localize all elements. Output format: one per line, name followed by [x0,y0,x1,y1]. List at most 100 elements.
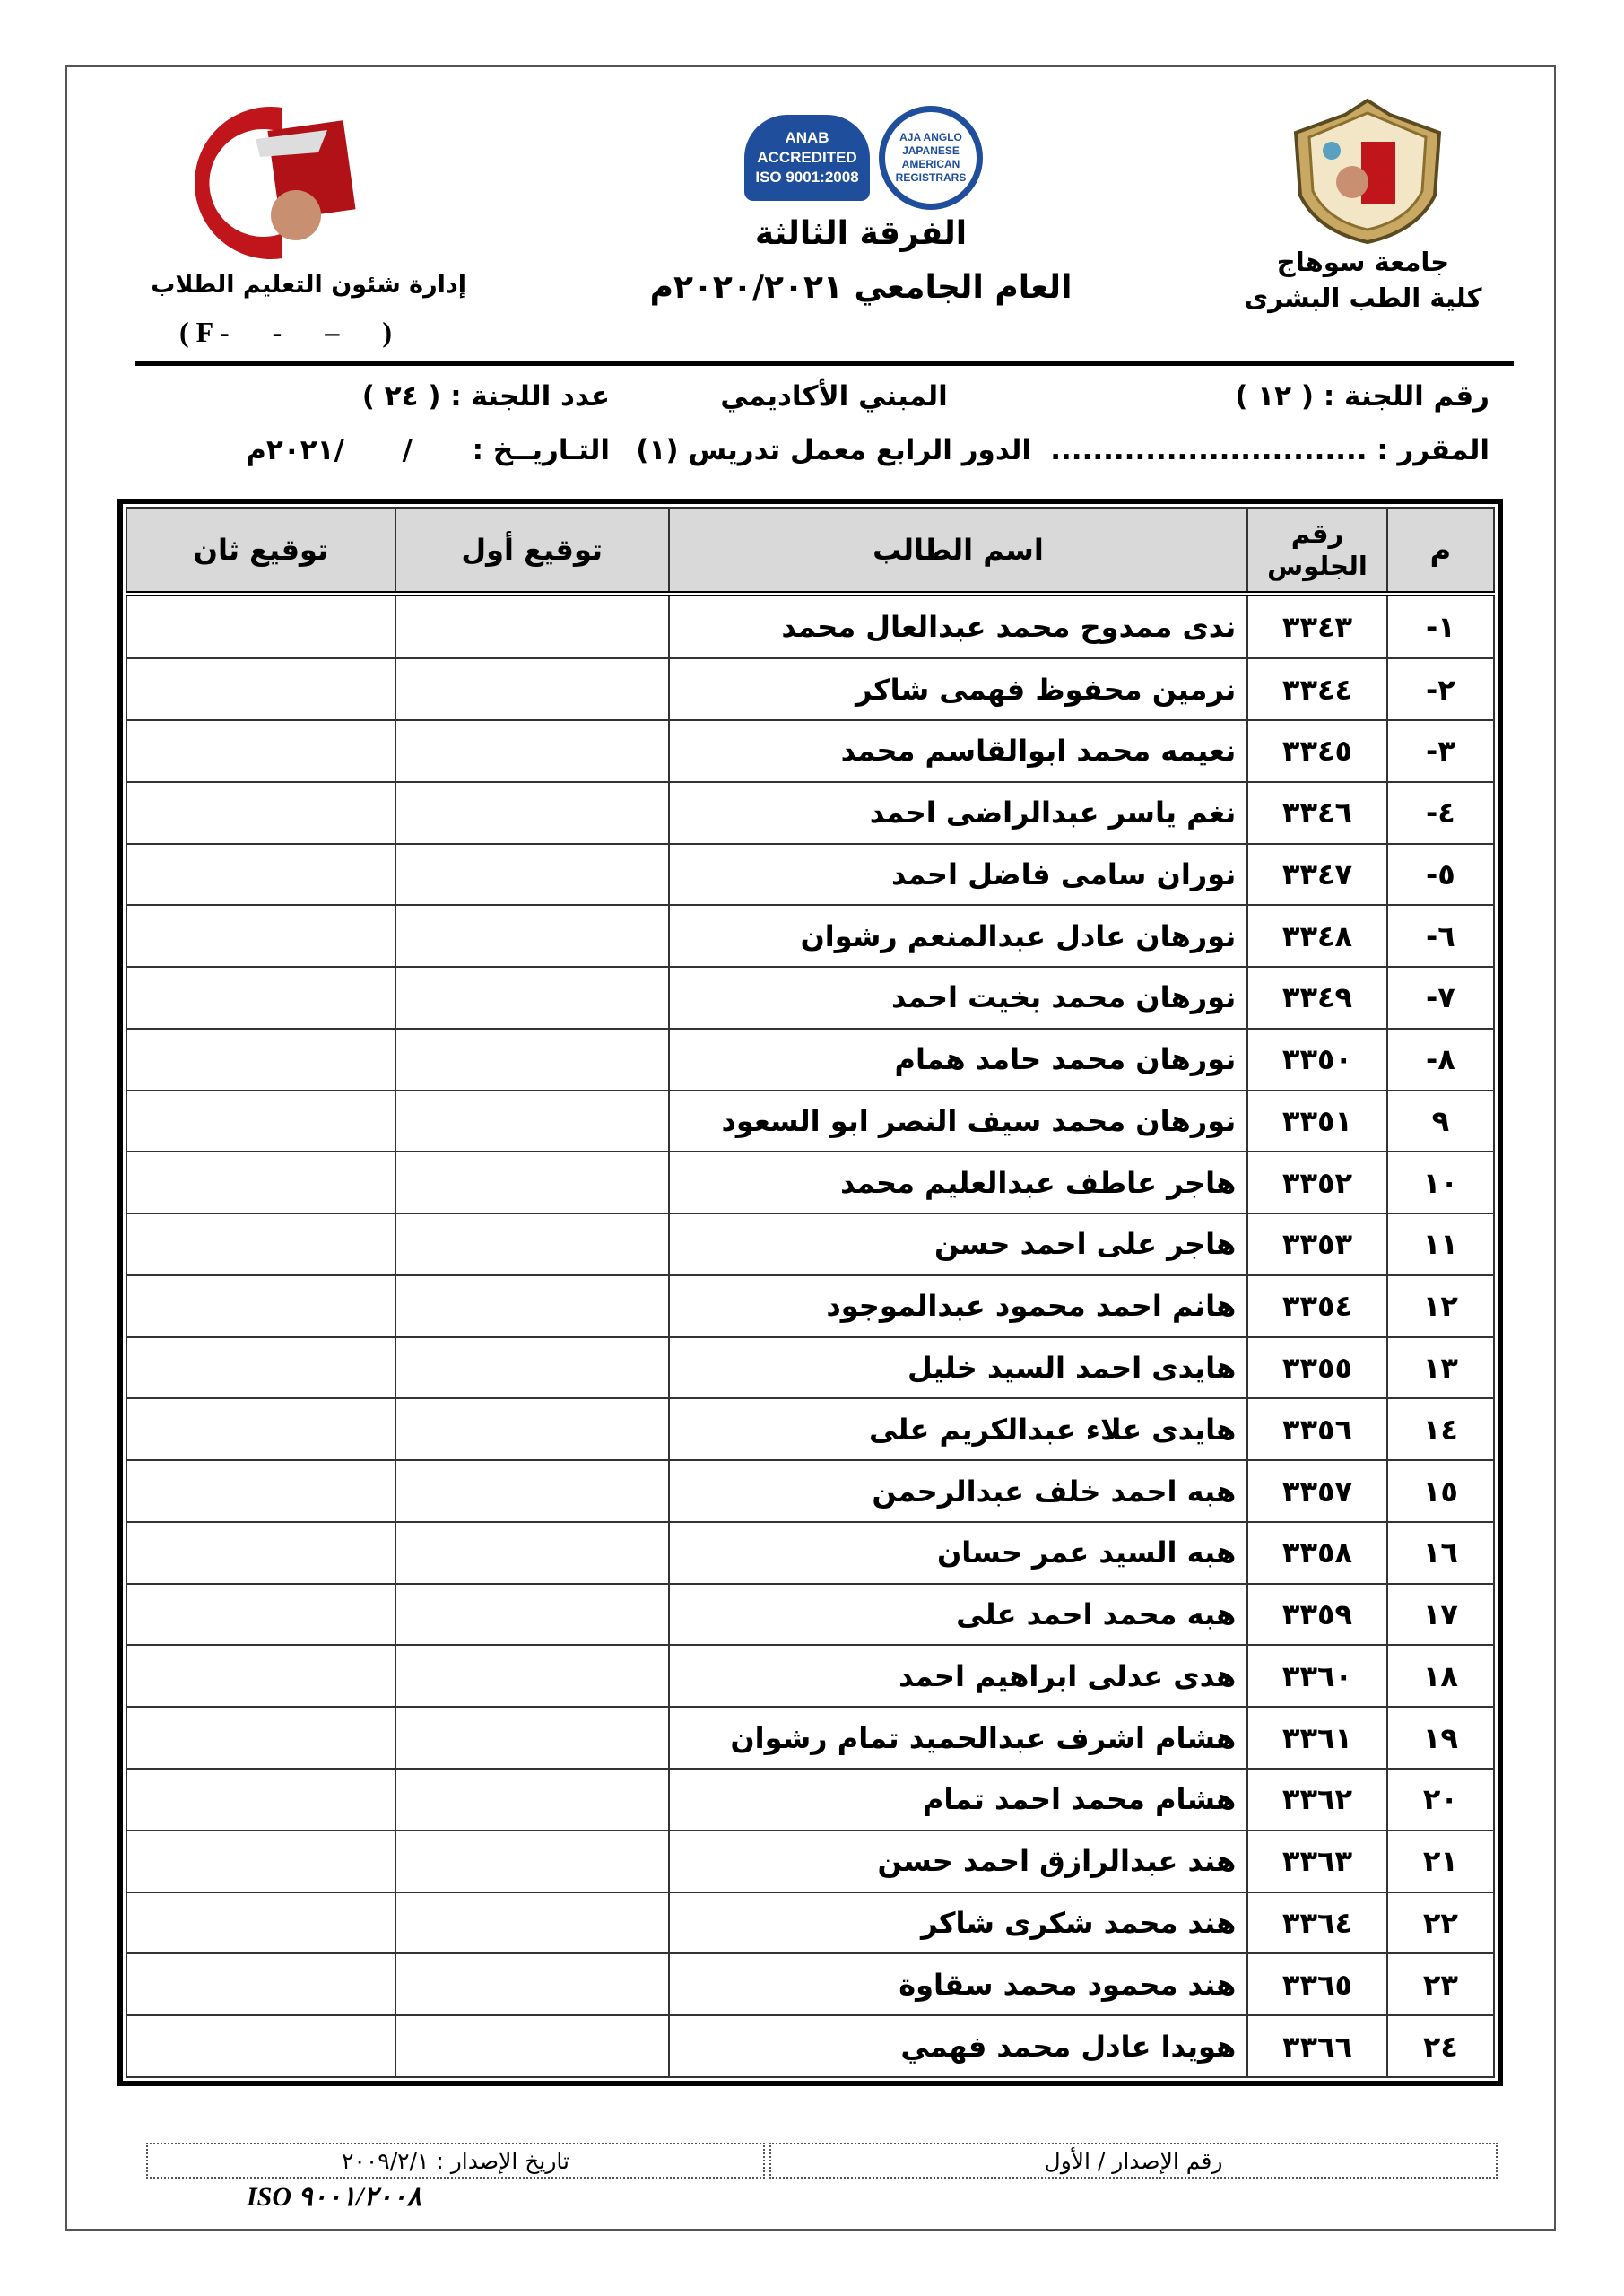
serial-cell: ٢٠ [1385,1767,1496,1831]
seat-number-cell: ٣٣٦٤ [1246,1891,1388,1955]
serial-cell: ١- [1385,592,1496,660]
serial-cell: ١٢ [1385,1274,1496,1338]
issue-date-box: تاريخ الإصدار : ٢٠٠٩/٢/١ [146,2143,765,2179]
table-row: ١٩ ٣٣٦١ هشام اشرف عبدالحميد تمام رشوان [126,1706,1496,1770]
header-second-signature: توقيع ثان [126,507,396,596]
seat-number-cell: ٣٣٦٥ [1246,1952,1388,2017]
anab-logo-text: ANAB ACCREDITED ISO 9001:2008 [755,129,859,186]
second-signature-cell[interactable] [126,592,396,660]
student-name-cell: هايدى علاء عبدالكريم على [667,1397,1249,1462]
first-signature-cell[interactable] [394,842,670,907]
first-signature-cell[interactable] [394,966,670,1030]
student-name-cell: هاجر عاطف عبدالعليم محمد [667,1151,1249,1215]
student-name-cell: نغم ياسر عبدالراضى احمد [667,780,1249,845]
second-signature-cell[interactable] [126,842,396,907]
first-signature-cell[interactable] [394,904,670,969]
issue-number-box: رقم الإصدار / الأول [769,2143,1498,2179]
first-signature-cell[interactable] [394,592,670,660]
first-signature-cell[interactable] [394,657,670,721]
first-signature-cell[interactable] [394,1706,670,1770]
second-signature-cell[interactable] [126,1767,396,1831]
table-row: ٦- ٣٣٤٨ نورهان عادل عبدالمنعم رشوان [126,904,1496,969]
seat-number-cell: ٣٣٤٣ [1246,592,1388,660]
seat-number-cell: ٣٣٦٢ [1246,1767,1388,1831]
table-row: ١٥ ٣٣٥٧ هبه احمد خلف عبدالرحمن [126,1459,1496,1523]
first-signature-cell[interactable] [394,1027,670,1091]
second-signature-cell[interactable] [126,1952,396,2017]
first-signature-cell[interactable] [394,1335,670,1400]
student-name-cell: هدى عدلى ابراهيم احمد [667,1644,1249,1709]
seat-number-cell: ٣٣٤٦ [1246,780,1388,845]
second-signature-cell[interactable] [126,1520,396,1585]
serial-cell: ٢١ [1385,1829,1496,1893]
second-signature-cell[interactable] [126,1213,396,1276]
serial-cell: ٧- [1385,966,1496,1030]
second-signature-cell[interactable] [126,780,396,845]
first-signature-cell[interactable] [394,1151,670,1215]
second-signature-cell[interactable] [126,1582,396,1647]
second-signature-cell[interactable] [126,1459,396,1523]
first-signature-cell[interactable] [394,718,670,783]
second-signature-cell[interactable] [126,966,396,1030]
first-signature-cell[interactable] [394,1952,670,2017]
first-signature-cell[interactable] [394,1829,670,1893]
seat-number-cell: ٣٣٥٨ [1246,1520,1388,1585]
second-signature-cell[interactable] [126,657,396,721]
seat-number-cell: ٣٣٦٦ [1246,2014,1388,2078]
serial-cell: ٦- [1385,904,1496,969]
second-signature-cell[interactable] [126,1829,396,1893]
first-signature-cell[interactable] [394,1213,670,1276]
second-signature-cell[interactable] [126,1644,396,1709]
table-row: ١٣ ٣٣٥٥ هايدى احمد السيد خليل [126,1335,1496,1400]
seat-number-cell: ٣٣٥٥ [1246,1335,1388,1400]
second-signature-cell[interactable] [126,1274,396,1338]
serial-cell: ٢٣ [1385,1952,1496,2017]
course-field: المقرر : .............................. [1050,434,1489,466]
student-name-cell: هاجر على احمد حسن [667,1213,1249,1276]
issue-number: رقم الإصدار / الأول [1044,2147,1223,2174]
first-signature-cell[interactable] [394,2014,670,2078]
second-signature-cell[interactable] [126,1891,396,1955]
serial-cell: ١٧ [1385,1582,1496,1647]
second-signature-cell[interactable] [126,1706,396,1770]
table-row: ١٢ ٣٣٥٤ هانم احمد محمود عبدالموجود [126,1274,1496,1338]
committee-count: عدد اللجنة : ( ٢٤ ) [361,380,610,413]
table-row: ١١ ٣٣٥٣ هاجر على احمد حسن [126,1213,1496,1276]
first-signature-cell[interactable] [394,1891,670,1955]
anab-logo: ANAB ACCREDITED ISO 9001:2008 [744,115,870,201]
table-row: ٢١ ٣٣٦٣ هند عبدالرازق احمد حسن [126,1829,1496,1893]
seat-number-cell: ٣٣٤٩ [1246,966,1388,1030]
first-signature-cell[interactable] [394,1767,670,1831]
first-signature-cell[interactable] [394,1397,670,1462]
table-header-row: م رقم الجلوس اسم الطالب توقيع أول توقيع … [126,507,1496,596]
first-signature-cell[interactable] [394,1644,670,1709]
table-row: ١- ٣٣٤٣ ندى ممدوح محمد عبدالعال محمد [126,592,1496,660]
table-row: ١٧ ٣٣٥٩ هبه محمد احمد على [126,1582,1496,1647]
second-signature-cell[interactable] [126,1151,396,1215]
sohag-university-crest-logo [1293,98,1442,245]
first-signature-cell[interactable] [394,1459,670,1523]
first-signature-cell[interactable] [394,780,670,845]
serial-cell: ٢٢ [1385,1891,1496,1955]
second-signature-cell[interactable] [126,904,396,969]
serial-cell: ١٩ [1385,1706,1496,1770]
first-signature-cell[interactable] [394,1089,670,1153]
second-signature-cell[interactable] [126,718,396,783]
student-name-cell: نرمين محفوظ فهمى شاكر [667,657,1249,721]
faculty-of-medicine-logo [194,107,356,259]
second-signature-cell[interactable] [126,1397,396,1462]
second-signature-cell[interactable] [126,1027,396,1091]
first-signature-cell[interactable] [394,1520,670,1585]
table-row: ٧- ٣٣٤٩ نورهان محمد بخيت احمد [126,966,1496,1030]
second-signature-cell[interactable] [126,1335,396,1400]
first-signature-cell[interactable] [394,1582,670,1647]
second-signature-cell[interactable] [126,1089,396,1153]
first-signature-cell[interactable] [394,1274,670,1338]
serial-cell: ١٨ [1385,1644,1496,1709]
student-name-cell: نورهان محمد سيف النصر ابو السعود [667,1089,1249,1153]
seat-number-cell: ٣٣٦٣ [1246,1829,1388,1893]
serial-cell: ٨- [1385,1027,1496,1091]
seat-number-cell: ٣٣٤٨ [1246,904,1388,969]
student-name-cell: هند محمود محمد سقاوة [667,1952,1249,2017]
second-signature-cell[interactable] [126,2014,396,2078]
